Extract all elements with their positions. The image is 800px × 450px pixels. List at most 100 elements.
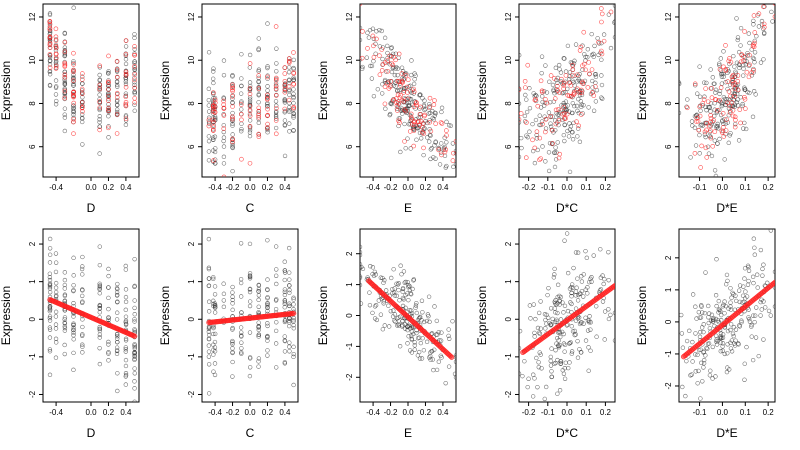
fitted-point xyxy=(282,106,288,112)
fitted-point xyxy=(568,83,574,88)
y-tick-label: 6 xyxy=(28,144,37,149)
observed-point xyxy=(53,294,59,299)
fitted-point xyxy=(564,111,570,117)
observed-point xyxy=(593,74,599,79)
observed-point xyxy=(123,314,129,319)
observed-point xyxy=(256,304,261,309)
observed-point xyxy=(247,88,253,93)
observed-point xyxy=(211,352,216,357)
fitted-point xyxy=(114,67,120,72)
fitted-point xyxy=(700,101,706,106)
observed-point xyxy=(256,36,261,41)
observed-point xyxy=(595,36,600,41)
fitted-point xyxy=(230,114,235,120)
observed-point xyxy=(273,306,279,312)
observed-point xyxy=(571,265,576,271)
observed-point xyxy=(588,348,593,353)
observed-point xyxy=(574,285,579,290)
observed-point xyxy=(80,254,85,260)
observed-point xyxy=(713,293,719,298)
observed-point xyxy=(758,299,763,305)
observed-point xyxy=(532,160,538,166)
observed-point xyxy=(230,374,235,379)
observed-point xyxy=(400,286,406,292)
observed-point xyxy=(581,321,586,326)
observed-point xyxy=(97,262,103,268)
observed-point xyxy=(390,65,395,71)
observed-point xyxy=(230,346,235,351)
observed-point xyxy=(406,122,412,127)
y-tick-label: 1 xyxy=(187,279,196,284)
fitted-point xyxy=(256,109,262,114)
observed-point xyxy=(370,271,375,277)
observed-point xyxy=(230,338,235,344)
observed-point xyxy=(123,294,129,300)
observed-point xyxy=(62,315,68,320)
observed-point xyxy=(561,103,566,108)
observed-point xyxy=(740,103,745,109)
observed-point xyxy=(724,272,730,278)
observed-point xyxy=(71,350,76,356)
observed-point xyxy=(230,301,235,306)
fitted-point xyxy=(123,100,129,105)
observed-point xyxy=(62,342,67,348)
fitted-point xyxy=(715,108,720,113)
observed-point xyxy=(700,123,705,128)
observed-point xyxy=(584,255,589,260)
observed-point xyxy=(221,129,226,135)
observed-point xyxy=(718,340,723,345)
observed-point xyxy=(548,354,553,360)
fitted-point xyxy=(79,105,85,111)
y-tick-label: 6 xyxy=(504,144,513,149)
x-tick-label: 0.0 xyxy=(561,408,573,417)
fitted-point xyxy=(411,122,417,127)
observed-point xyxy=(679,81,682,87)
observed-point xyxy=(97,284,102,289)
fitted-point xyxy=(443,147,449,152)
observed-point xyxy=(71,103,76,108)
observed-point xyxy=(206,97,211,103)
observed-point xyxy=(411,81,417,87)
observed-point xyxy=(265,321,270,326)
observed-point xyxy=(391,308,396,313)
fitted-point xyxy=(539,88,545,94)
observed-point xyxy=(212,292,218,297)
observed-point xyxy=(291,382,296,388)
observed-point xyxy=(409,310,415,316)
plot-box xyxy=(678,3,776,178)
y-tick-label: 10 xyxy=(187,55,196,64)
observed-point xyxy=(247,97,253,102)
observed-point xyxy=(256,286,262,292)
observed-point xyxy=(256,297,261,303)
observed-point xyxy=(421,319,427,325)
observed-point xyxy=(707,373,713,378)
fitted-point xyxy=(701,97,707,102)
observed-point xyxy=(422,98,427,103)
observed-point xyxy=(291,326,296,331)
observed-point xyxy=(291,295,296,301)
observed-point xyxy=(715,123,720,129)
observed-point xyxy=(360,37,363,43)
fitted-point xyxy=(256,134,262,140)
observed-point xyxy=(612,338,615,343)
observed-point xyxy=(570,101,575,106)
observed-point xyxy=(115,107,120,112)
observed-point xyxy=(409,336,415,341)
x-tick-label: 0.0 xyxy=(717,183,729,192)
fitted-point xyxy=(421,145,426,151)
fitted-point xyxy=(599,19,604,25)
observed-point xyxy=(743,126,749,132)
observed-point xyxy=(71,109,76,115)
observed-point xyxy=(723,99,729,105)
x-tick-label: 0.2 xyxy=(600,183,612,192)
fitted-point xyxy=(556,107,561,112)
observed-point xyxy=(583,315,588,320)
observed-point xyxy=(454,178,458,182)
fitted-point xyxy=(47,42,53,47)
observed-point xyxy=(561,371,567,376)
observed-point xyxy=(206,158,212,163)
fitted-point xyxy=(747,52,752,58)
observed-point xyxy=(287,92,292,98)
fitted-point xyxy=(723,68,729,73)
